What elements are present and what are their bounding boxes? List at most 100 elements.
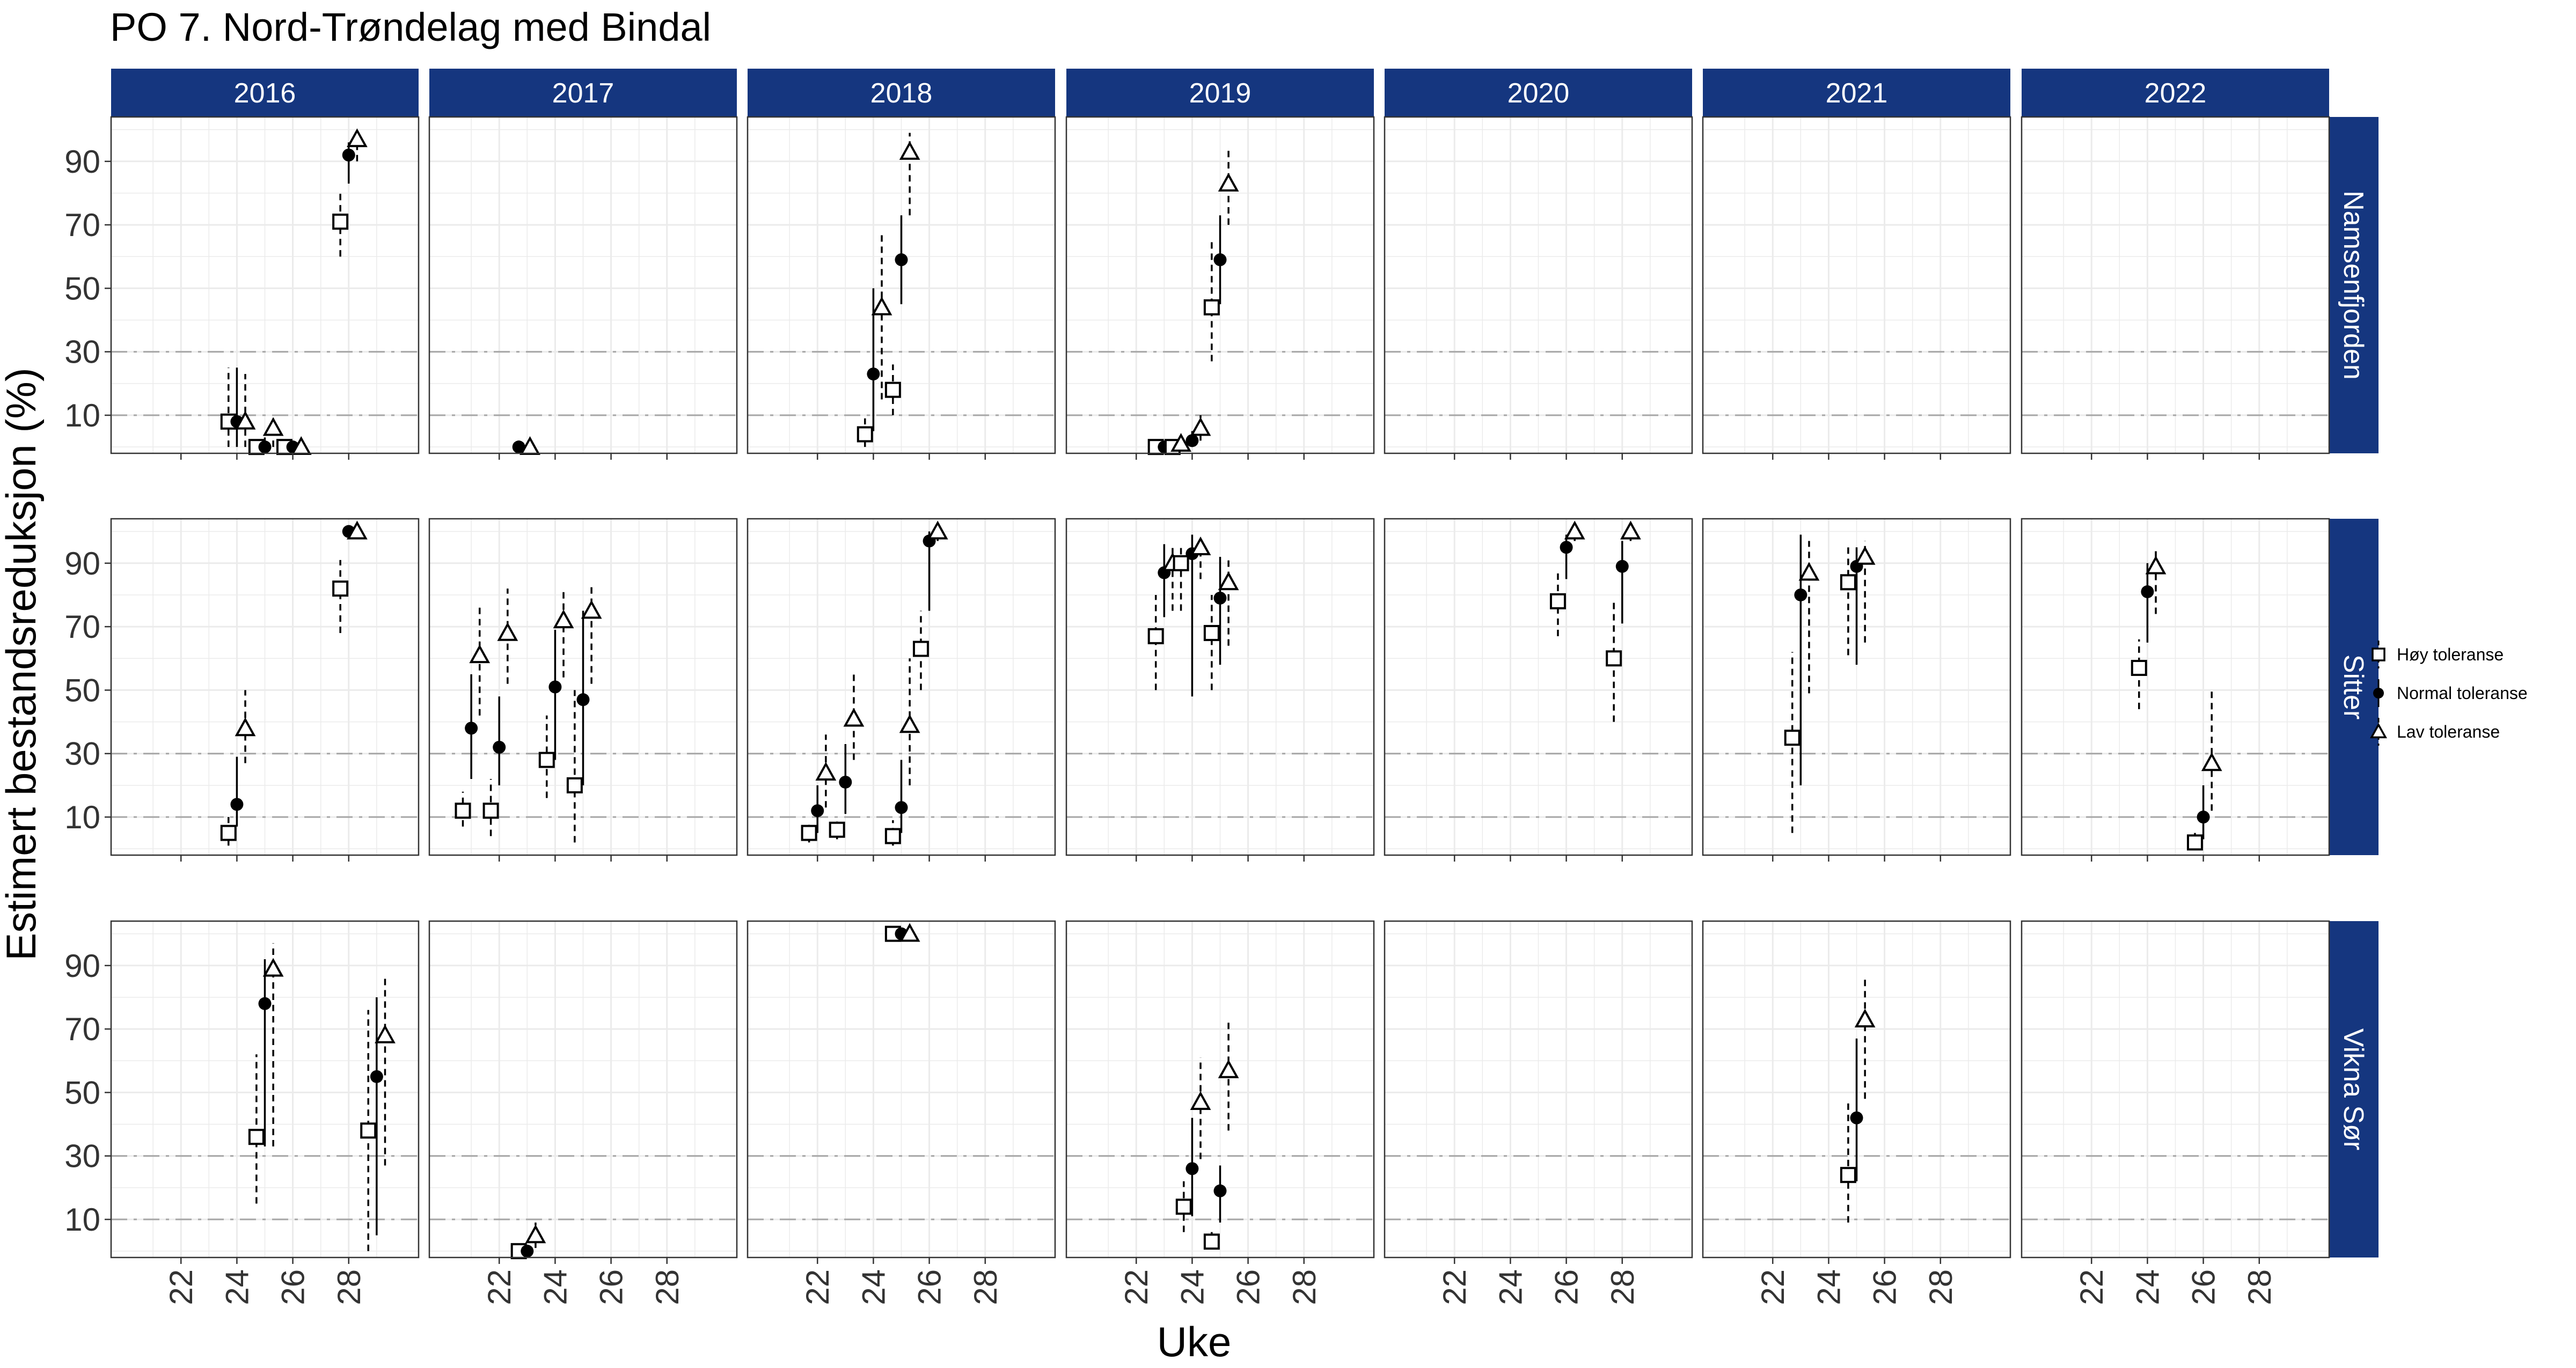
panel-border <box>1065 920 1375 1259</box>
row-strip-namsenfjorden <box>2329 117 2379 453</box>
data-point-hoy <box>884 828 901 844</box>
row-strip-label: Vikna Sør <box>2338 1028 2369 1150</box>
data-point-normal <box>342 148 355 161</box>
x-tick-label: 22 <box>1437 1269 1473 1305</box>
data-point-normal <box>895 253 908 267</box>
legend-item-normal: Normal toleranse <box>2373 679 2528 707</box>
data-point-lav <box>553 609 574 629</box>
panel-vikna-sør-2019: 22 24 26 28 <box>1065 920 1375 1305</box>
data-point-hoy <box>1175 1198 1192 1215</box>
panel-border <box>747 116 1056 454</box>
panel-border <box>1702 116 2011 454</box>
panel-vikna-sør-2016: 10 30 50 70 90 22 24 26 28 <box>64 920 420 1305</box>
panel-border <box>1384 116 1693 454</box>
data-point-lav <box>347 520 368 540</box>
data-point-lav <box>235 410 256 430</box>
data-point-normal <box>867 367 880 381</box>
legend-label: Normal toleranse <box>2397 683 2528 703</box>
panel-namsenfjorden-2022 <box>2021 116 2330 460</box>
data-point-lav <box>899 714 920 733</box>
y-axis-title: Estimert bestandsreduksjon (%) <box>0 367 45 960</box>
data-point-lav <box>262 958 284 977</box>
x-tick-label: 28 <box>1605 1269 1641 1305</box>
data-point-lav <box>843 708 865 727</box>
column-strip-2020 <box>1385 69 1692 117</box>
data-point-lav <box>1190 417 1211 436</box>
column-strip-2016 <box>111 69 419 117</box>
chart-title: PO 7. Nord-Trøndelag med Bindal <box>110 5 711 49</box>
panel-border <box>1384 518 1693 856</box>
data-point-normal <box>258 440 272 454</box>
data-point-hoy <box>912 641 929 657</box>
data-point-lav <box>1564 520 1585 540</box>
data-point-normal <box>895 801 908 814</box>
row-strip-sitter <box>2329 519 2379 855</box>
y-tick-label: 10 <box>64 1202 100 1238</box>
legend-label: Lav toleranse <box>2397 722 2500 741</box>
data-point-lav <box>899 141 920 160</box>
data-point-normal <box>230 798 244 811</box>
data-point-lav <box>375 1024 396 1043</box>
data-point-lav <box>1218 571 1239 591</box>
panel-vikna-sør-2018: 22 24 26 28 <box>747 920 1056 1305</box>
data-point-lav <box>2201 752 2222 771</box>
column-strip-2017 <box>429 69 737 117</box>
data-point-hoy <box>538 752 555 768</box>
x-tick-label: 28 <box>968 1269 1004 1305</box>
x-tick-label: 22 <box>1118 1269 1154 1305</box>
data-point-hoy <box>1606 650 1622 667</box>
data-point-normal <box>1213 253 1227 267</box>
y-tick-label: 30 <box>64 736 100 772</box>
panel-border <box>1702 920 2011 1259</box>
panel-namsenfjorden-2019 <box>1065 116 1375 460</box>
panel-border <box>1384 920 1693 1259</box>
row-strip-vikna-sør <box>2329 921 2379 1257</box>
data-point-lav <box>2145 555 2167 575</box>
column-strip-label: 2020 <box>1507 78 1570 109</box>
panel-sitter-2016: 10 30 50 70 90 <box>64 518 420 862</box>
panel-vikna-sør-2021: 22 24 26 28 <box>1702 920 2011 1305</box>
data-point-lav <box>497 622 518 641</box>
panel-namsenfjorden-2021 <box>1702 116 2011 460</box>
panel-sitter-2020 <box>1384 518 1693 862</box>
data-point-normal <box>465 722 478 735</box>
data-point-normal <box>521 1245 534 1258</box>
x-tick-label: 26 <box>2186 1269 2222 1305</box>
data-point-hoy <box>829 821 845 838</box>
row-strip-label: Sitter <box>2338 654 2369 719</box>
data-point-hoy <box>1840 1167 1856 1183</box>
data-point-hoy <box>360 1122 377 1139</box>
x-tick-label: 28 <box>1923 1269 1959 1305</box>
x-tick-label: 22 <box>1755 1269 1791 1305</box>
data-point-lav <box>815 762 837 781</box>
data-point-normal <box>1794 588 1807 601</box>
column-strip-2018 <box>748 69 1055 117</box>
y-tick-label: 50 <box>64 672 100 708</box>
data-point-lav <box>1170 433 1191 452</box>
x-tick-label: 28 <box>1286 1269 1322 1305</box>
x-tick-label: 24 <box>219 1269 255 1305</box>
y-tick-label: 50 <box>64 1075 100 1110</box>
data-point-lav <box>581 600 602 619</box>
data-point-hoy <box>332 580 349 597</box>
data-point-hoy <box>455 803 471 819</box>
x-axis-title: Uke <box>1157 1318 1232 1365</box>
data-point-lav <box>871 296 892 315</box>
column-strip-2022 <box>2022 69 2329 117</box>
y-tick-label: 70 <box>64 609 100 645</box>
data-point-hoy <box>2131 660 2147 676</box>
data-point-lav <box>469 644 491 664</box>
data-point-lav <box>1190 536 1211 556</box>
data-point-lav <box>347 128 368 148</box>
legend-item-lav: Lav toleranse <box>2370 718 2500 746</box>
y-tick-label: 50 <box>64 270 100 306</box>
panel-border <box>110 116 420 454</box>
x-tick-label: 22 <box>481 1269 517 1305</box>
column-strip-label: 2022 <box>2145 78 2207 109</box>
y-tick-label: 90 <box>64 948 100 984</box>
panel-border <box>1702 518 2011 856</box>
x-tick-label: 24 <box>1811 1269 1847 1305</box>
panel-border <box>428 116 738 454</box>
column-strip-label: 2019 <box>1189 78 1252 109</box>
panel-border <box>747 920 1056 1259</box>
